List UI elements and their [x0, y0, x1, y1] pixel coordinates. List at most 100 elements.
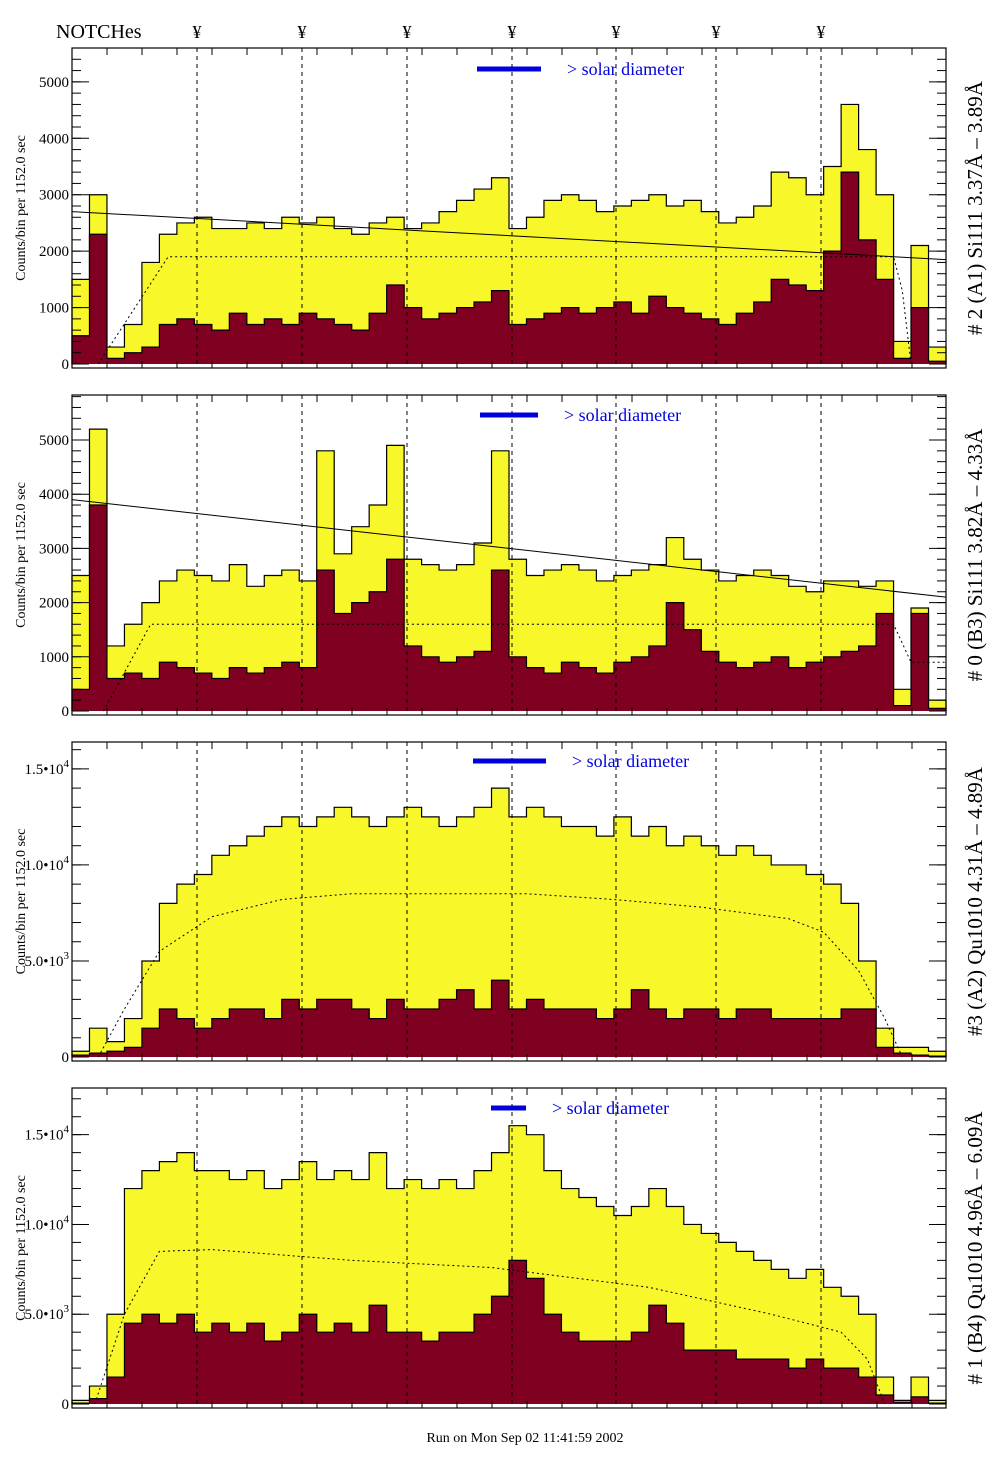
histogram-outline	[71, 979, 947, 1057]
histogram-bar	[176, 1314, 195, 1404]
histogram-bar	[351, 816, 370, 1057]
histogram-bar	[159, 1323, 178, 1404]
histogram-bar	[72, 335, 90, 364]
histogram-bar	[246, 836, 265, 1057]
histogram-bar	[351, 1332, 370, 1404]
histogram-bar	[806, 290, 825, 364]
component-counts-series	[71, 504, 947, 711]
histogram-bar	[264, 1341, 283, 1404]
histogram-bar	[159, 1008, 178, 1057]
histogram-bar	[718, 855, 737, 1057]
histogram-bar	[613, 301, 632, 364]
histogram-bar	[806, 1018, 825, 1057]
histogram-bar	[928, 347, 947, 364]
histogram-bar	[718, 662, 737, 711]
histogram-bar	[211, 330, 230, 364]
histogram-bar	[666, 845, 685, 1057]
histogram-bar	[281, 662, 300, 711]
model-curve	[97, 893, 903, 1058]
histogram-bar	[666, 307, 685, 364]
histogram-bar	[229, 845, 248, 1057]
histogram-bar	[509, 816, 527, 1057]
histogram-bar	[543, 673, 562, 711]
histogram-bar	[526, 999, 545, 1057]
histogram-bar	[911, 613, 930, 711]
histogram-bar	[876, 279, 895, 364]
histogram-bar	[386, 816, 405, 1057]
notch-symbol: ¥	[712, 22, 721, 42]
panel-2: 0 1000 2000 3000 4000 5000 Counts/bin per 1152…	[14, 394, 987, 720]
histogram-bar	[911, 1055, 930, 1057]
histogram-bar	[316, 318, 335, 364]
histogram-bar	[526, 318, 545, 364]
histogram-bar	[683, 629, 702, 711]
histogram-bar	[648, 826, 667, 1057]
histogram-bar	[246, 673, 265, 711]
histogram-bar	[893, 1402, 912, 1404]
histogram-bar	[683, 313, 702, 364]
histogram-bar	[229, 1332, 248, 1404]
histogram-bar	[509, 324, 527, 364]
histogram-bar	[911, 1047, 930, 1057]
notch-symbol: ¥	[508, 22, 517, 42]
histogram-bar	[386, 285, 405, 364]
histogram-bar	[456, 307, 475, 364]
histogram-bar	[648, 296, 667, 364]
y-tick-label: 5.0•103	[24, 950, 69, 970]
histogram-bar	[141, 678, 160, 711]
histogram-bar	[753, 855, 772, 1057]
histogram-outline	[71, 504, 947, 711]
histogram-bar	[141, 347, 160, 364]
solar-diameter-label: > solar diameter	[572, 751, 689, 771]
histogram-bar	[841, 172, 860, 364]
histogram-bar	[439, 999, 458, 1057]
notch-symbol: ¥	[193, 22, 202, 42]
histogram-bar	[753, 1008, 772, 1057]
histogram-bar	[526, 667, 545, 711]
histogram-bar	[159, 324, 178, 364]
histogram-bar	[299, 826, 318, 1057]
histogram-bar	[281, 816, 300, 1057]
histogram-bar	[421, 1341, 440, 1404]
channel-label: #3 (A2) Qu1010 4.31Å – 4.89Å	[963, 766, 987, 1036]
histogram-bar	[106, 678, 125, 711]
histogram-bar	[229, 667, 248, 711]
plot-frame	[71, 1087, 947, 1409]
histogram-bar	[439, 313, 458, 364]
histogram-bar	[648, 645, 667, 711]
histogram-bar	[281, 999, 300, 1057]
histogram-bar	[299, 667, 318, 711]
histogram-bar	[648, 1008, 667, 1057]
histogram-bar	[876, 1047, 895, 1057]
y-tick-label: 5000	[39, 75, 69, 91]
histogram-outline	[71, 1125, 947, 1404]
histogram-bar	[578, 313, 597, 364]
histogram-bar	[334, 807, 353, 1057]
histogram-bar	[421, 1008, 440, 1057]
histogram-bar	[439, 662, 458, 711]
solar-diameter-label: > solar diameter	[564, 405, 681, 425]
histogram-bar	[106, 358, 125, 364]
histogram-bar	[246, 324, 265, 364]
histogram-bar	[736, 667, 755, 711]
histogram-bar	[72, 1055, 90, 1057]
histogram-bar	[561, 826, 580, 1057]
histogram-bar	[334, 613, 353, 711]
histogram-bar	[771, 864, 790, 1057]
histogram-bar	[456, 989, 475, 1057]
histogram-bar	[141, 262, 160, 364]
histogram-outline	[71, 1259, 947, 1404]
notch-symbol: ¥	[612, 22, 621, 42]
histogram-bar	[246, 1008, 265, 1057]
histogram-bar	[858, 1008, 877, 1057]
histogram-bar	[456, 1332, 475, 1404]
histogram-bar	[386, 1332, 405, 1404]
histogram-bar	[806, 662, 825, 711]
histogram-bar	[823, 1368, 842, 1404]
histogram-bar	[89, 1028, 108, 1057]
histogram-bar	[404, 807, 423, 1057]
histogram-bar	[561, 1008, 580, 1057]
histogram-bar	[386, 559, 405, 711]
histogram-bar	[648, 1305, 667, 1404]
histogram-bar	[141, 1028, 160, 1057]
